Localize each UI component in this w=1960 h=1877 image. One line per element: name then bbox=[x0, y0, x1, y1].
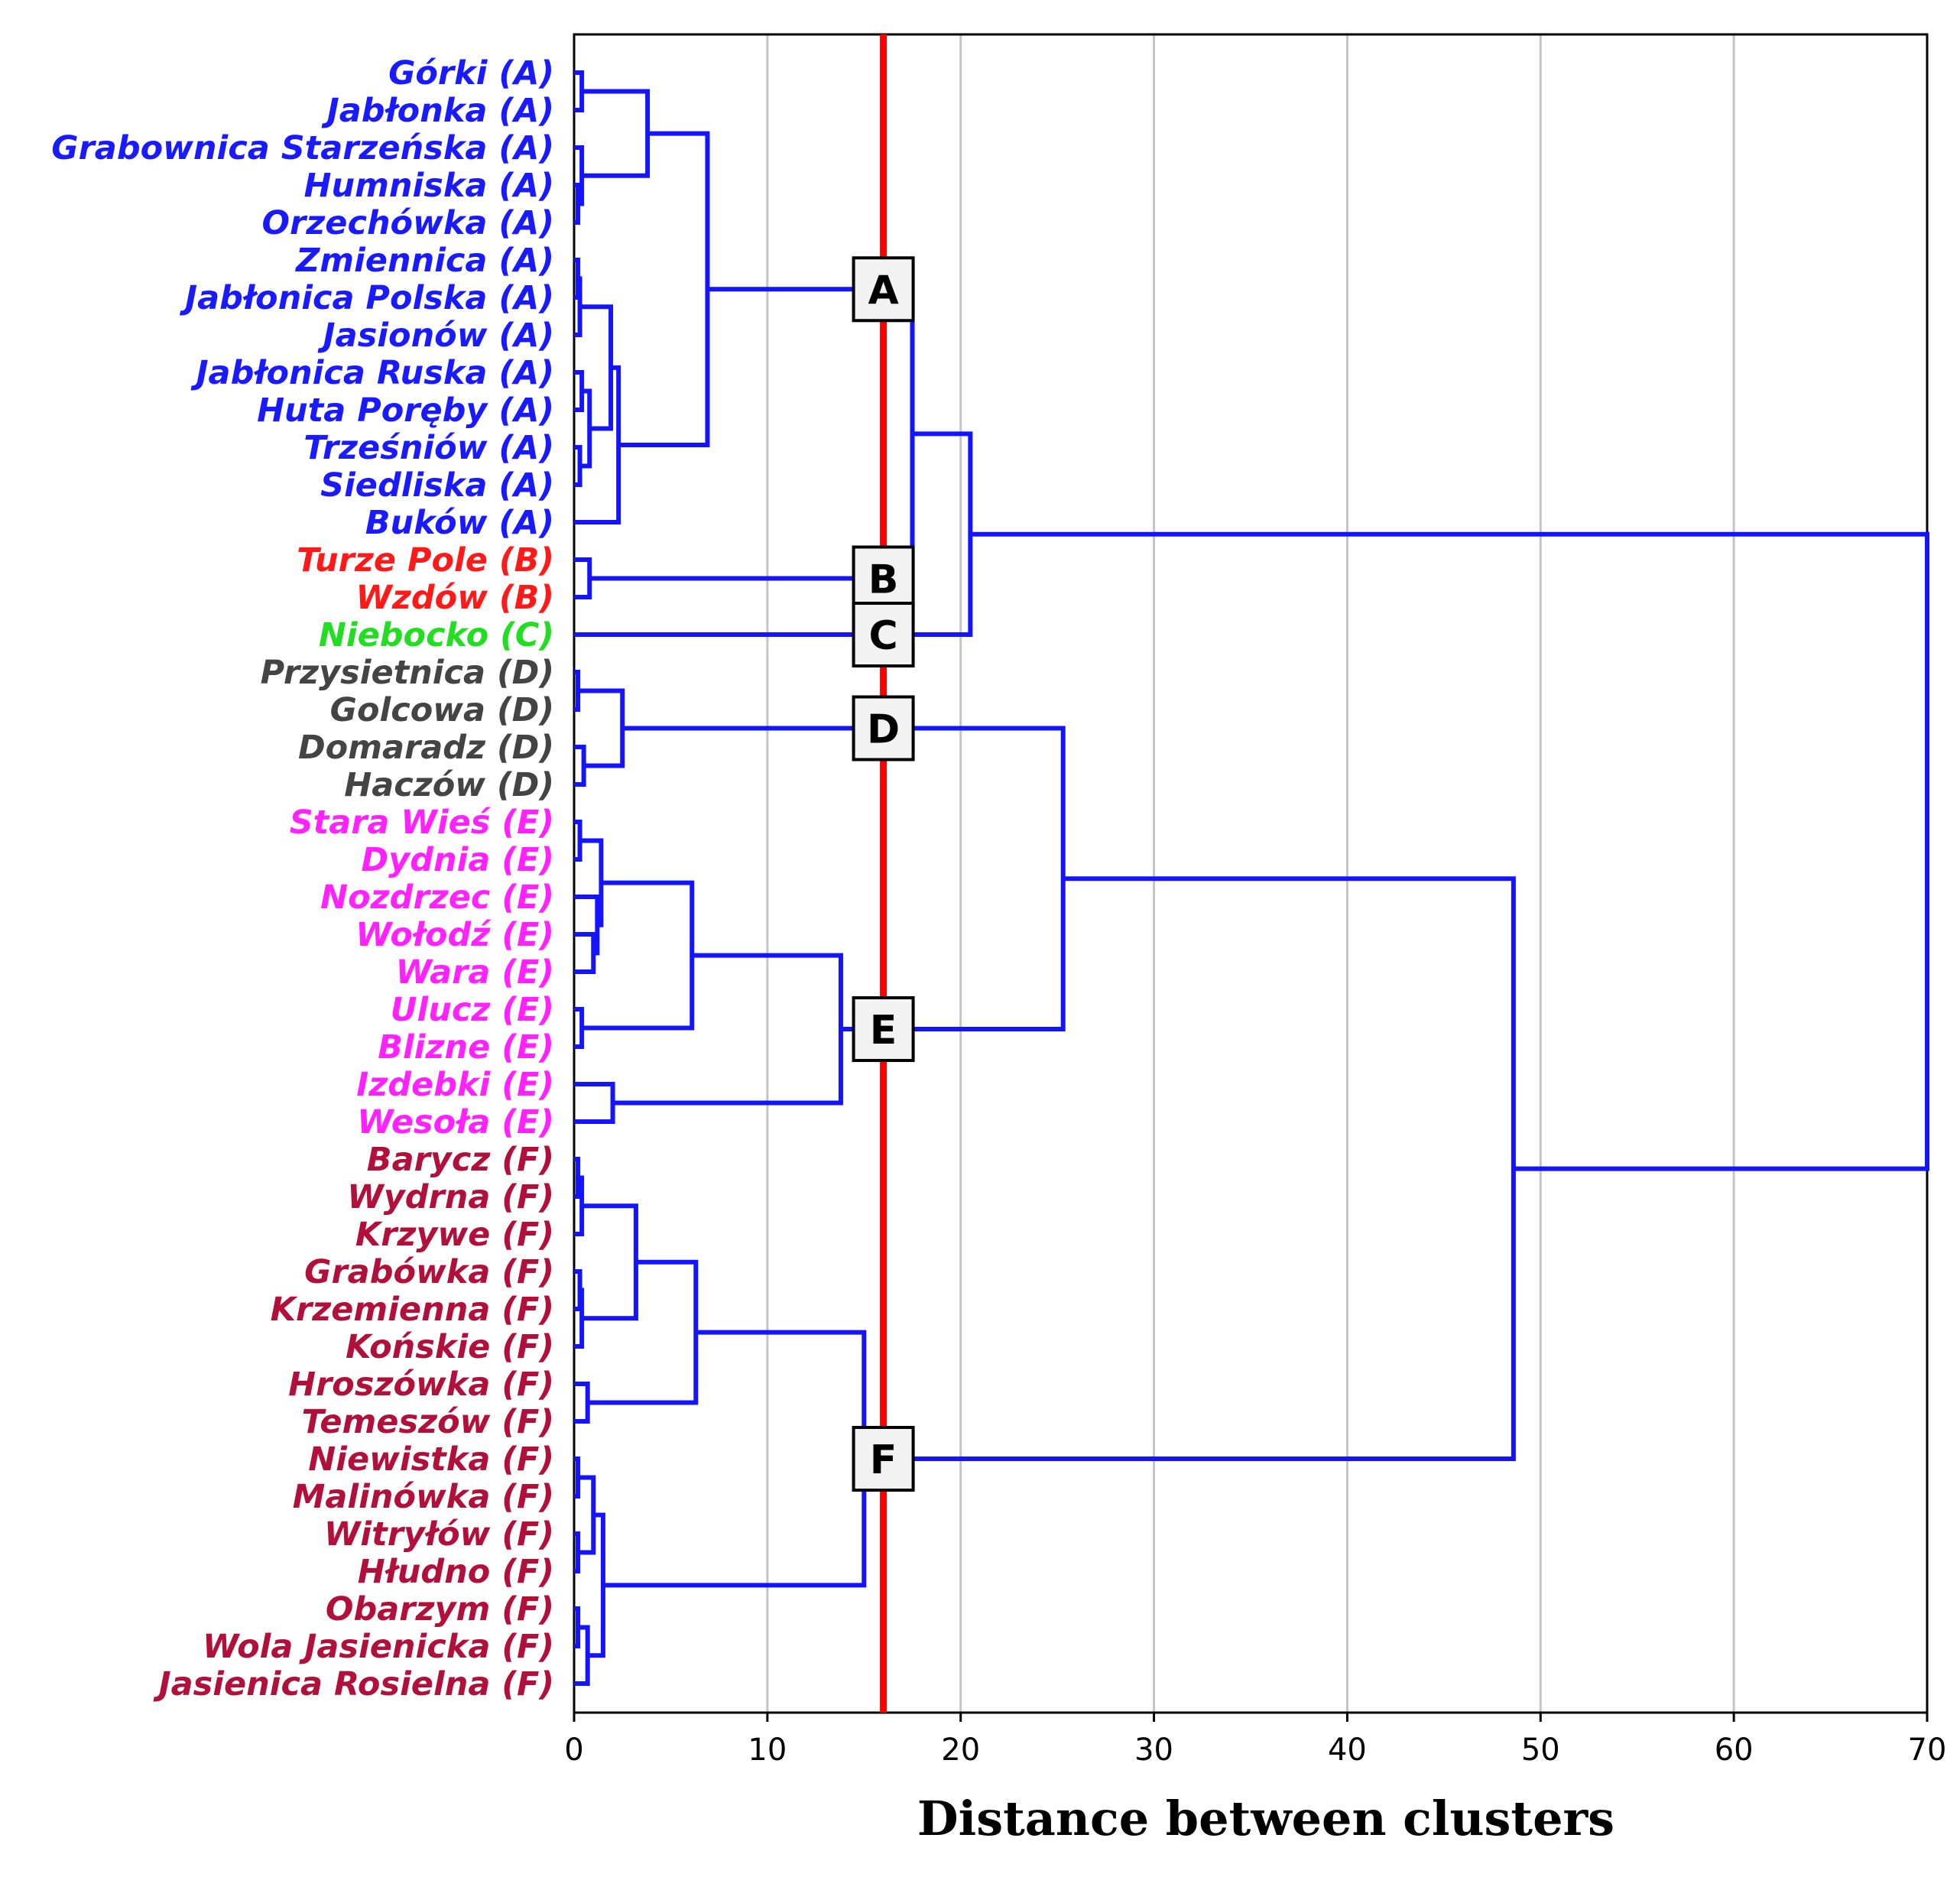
leaf-label: Ulucz (E) bbox=[391, 991, 554, 1029]
leaf-label: Jasionów (A) bbox=[317, 317, 554, 355]
leaf-label: Barycz (F) bbox=[367, 1141, 554, 1179]
link-f8 bbox=[574, 1456, 581, 1499]
leaf-label: Huta Poręby (A) bbox=[257, 391, 554, 430]
leaf-label: Wzdów (B) bbox=[355, 579, 554, 617]
leaf-label: Hroszówka (F) bbox=[288, 1366, 554, 1404]
leaf-label: Trześniów (A) bbox=[303, 429, 554, 467]
x-axis-title: Distance between clusters bbox=[917, 1791, 1614, 1846]
cluster-box-frame bbox=[852, 602, 915, 667]
leaf-label: Grabówka (F) bbox=[304, 1253, 554, 1291]
cluster-boxes: A BC D E F bbox=[852, 256, 915, 1492]
leaf-label: Nozdrzec (E) bbox=[320, 878, 554, 917]
leaf-label: Wola Jasienicka (F) bbox=[203, 1628, 554, 1666]
grid-lines bbox=[766, 34, 1735, 1713]
leaf-label: Górki (A) bbox=[388, 54, 554, 93]
leaf-label: Obarzym (F) bbox=[326, 1590, 554, 1629]
leaf-label: Golcowa (D) bbox=[330, 691, 554, 729]
cluster-box-B: B bbox=[852, 545, 915, 612]
leaf-label: Krzywe (F) bbox=[355, 1216, 554, 1254]
link-f5 bbox=[582, 1203, 638, 1321]
link-a7 bbox=[574, 370, 585, 412]
link-d1 bbox=[574, 670, 581, 712]
leaf-label: Niewistka (F) bbox=[308, 1440, 554, 1479]
leaf-label: Temeszów (F) bbox=[302, 1403, 554, 1441]
link-f11 bbox=[574, 1606, 581, 1648]
leaf-label: Wara (E) bbox=[396, 953, 554, 992]
cluster-box-A: A bbox=[852, 256, 915, 323]
x-tick-label: 10 bbox=[748, 1732, 787, 1768]
x-tick-label: 20 bbox=[941, 1732, 980, 1768]
link-f9 bbox=[574, 1531, 581, 1573]
link-e7 bbox=[574, 1082, 615, 1124]
leaf-label: Izdebki (E) bbox=[356, 1066, 554, 1104]
cluster-box-frame bbox=[852, 1426, 915, 1492]
x-tick-label: 0 bbox=[564, 1732, 583, 1768]
cluster-box-C: C bbox=[852, 602, 915, 667]
cluster-box-D: D bbox=[852, 695, 915, 762]
leaf-label: Blizne (E) bbox=[378, 1028, 554, 1067]
leaf-label: Buków (A) bbox=[365, 504, 554, 542]
cluster-box-label: A bbox=[868, 268, 898, 313]
cluster-box-label: D bbox=[867, 707, 900, 753]
x-tick-label: 30 bbox=[1134, 1732, 1173, 1768]
leaf-label: Wydrna (F) bbox=[347, 1178, 554, 1216]
cluster-box-label: E bbox=[870, 1008, 897, 1054]
link-a11 bbox=[574, 365, 621, 524]
link-a3 bbox=[574, 145, 585, 206]
leaf-label: Jabłonica Polska (A) bbox=[179, 279, 554, 317]
cluster-box-F: F bbox=[852, 1426, 915, 1492]
leaf-label: Jabłonka (A) bbox=[321, 92, 554, 130]
leaf-label: Niebocko (C) bbox=[319, 616, 554, 654]
leaf-label: Jasienica Rosielna (F) bbox=[153, 1665, 554, 1703]
leaf-label: Witryłów (F) bbox=[324, 1515, 554, 1554]
cluster-box-frame bbox=[852, 545, 915, 612]
x-tick-label: 60 bbox=[1715, 1732, 1754, 1768]
link-f1 bbox=[574, 1157, 581, 1199]
leaf-label: Siedliska (A) bbox=[320, 466, 554, 505]
x-tick-label: 40 bbox=[1328, 1732, 1367, 1768]
cluster-box-E: E bbox=[852, 996, 915, 1063]
link-e5 bbox=[574, 1007, 585, 1049]
cluster-box-frame bbox=[852, 256, 915, 323]
leaf-label: Zmiennica (A) bbox=[294, 242, 554, 280]
leaf-label: Stara Wieś (E) bbox=[290, 804, 554, 842]
leaf-label: Domaradz (D) bbox=[298, 729, 554, 767]
link-root bbox=[970, 531, 1929, 1171]
link-f4 bbox=[574, 1288, 585, 1349]
link-D bbox=[578, 688, 625, 768]
dendrogram-links bbox=[574, 70, 1929, 1686]
cluster-box-label: F bbox=[870, 1437, 897, 1483]
leaf-label: Turze Pole (B) bbox=[297, 541, 554, 580]
leaf-label: Wesoła (E) bbox=[357, 1103, 554, 1141]
cluster-box-frame bbox=[852, 695, 915, 762]
cluster-box-label: B bbox=[868, 557, 899, 603]
link-a1 bbox=[574, 70, 585, 112]
leaf-label: Dydnia (E) bbox=[361, 841, 554, 879]
leaf-label: Przysietnica (D) bbox=[261, 654, 554, 692]
leaf-label: Malinówka (F) bbox=[293, 1478, 554, 1516]
leaf-label: Hłudno (F) bbox=[358, 1553, 554, 1591]
x-tick-label: 50 bbox=[1521, 1732, 1560, 1768]
leaf-label: Grabownica Starzeńska (A) bbox=[51, 129, 554, 167]
leaf-label: Jabłonica Ruska (A) bbox=[190, 354, 554, 392]
link-A bbox=[618, 131, 710, 447]
x-tick-label: 70 bbox=[1908, 1732, 1947, 1768]
leaf-label: Humniska (A) bbox=[303, 167, 554, 205]
cluster-box-frame bbox=[852, 996, 915, 1063]
leaf-label: Orzechówka (A) bbox=[262, 204, 555, 242]
link-f2 bbox=[574, 1175, 585, 1236]
x-axis-ticks: 0 10 20 30 40 50 60 70 bbox=[564, 1713, 1946, 1768]
cluster-box-label: C bbox=[868, 613, 897, 659]
link-E bbox=[612, 953, 843, 1106]
link-a2 bbox=[574, 183, 581, 225]
leaf-label: Końskie (F) bbox=[346, 1328, 554, 1366]
leaf-label: Haczów (D) bbox=[344, 766, 554, 804]
leaf-label: Wołodź (E) bbox=[355, 916, 554, 954]
leaf-label: Krzemienna (F) bbox=[271, 1291, 554, 1329]
leaf-labels: Górki (A)Jabłonka (A)Grabownica Starzeńs… bbox=[51, 54, 554, 1703]
